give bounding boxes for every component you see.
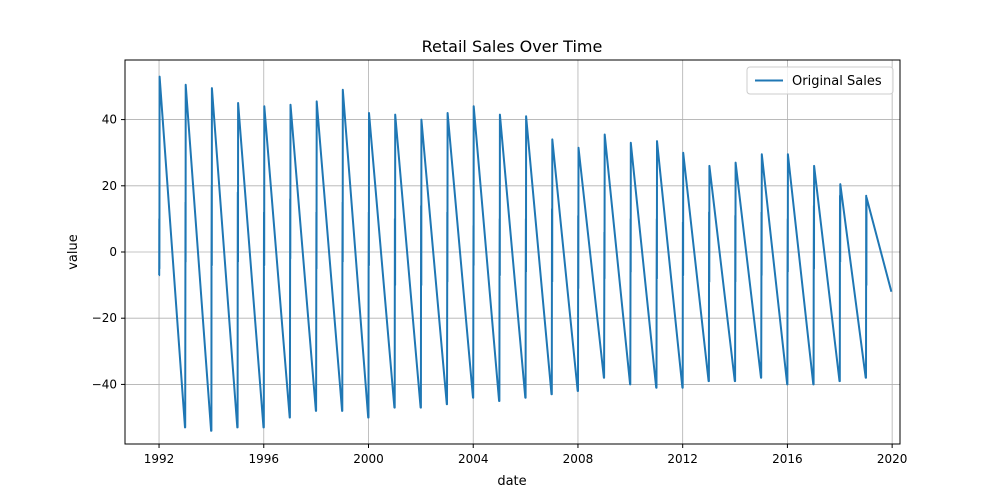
- x-tick-label: 2016: [772, 452, 803, 466]
- x-tick-label: 2020: [877, 452, 908, 466]
- x-tick-label: 2012: [667, 452, 698, 466]
- y-tick-label: 0: [109, 245, 117, 259]
- x-tick-label: 2008: [563, 452, 594, 466]
- x-tick-label: 1992: [144, 452, 175, 466]
- series-layer: [158, 75, 893, 432]
- x-tick-label: 2000: [353, 452, 384, 466]
- axis-ticks: 1992 1996 2000 2004 2008 2012 2016 2020 −40 −20 0 2…: [92, 113, 908, 466]
- legend-label-original-sales: Original Sales: [792, 74, 882, 89]
- legend-box: [746, 66, 894, 95]
- x-tick-label: 2004: [458, 452, 489, 466]
- series-line-original-sales: [158, 75, 893, 432]
- y-axis-label: value: [66, 234, 81, 270]
- legend: Original Sales: [746, 66, 894, 95]
- y-tick-label: 20: [102, 179, 117, 193]
- x-tick-label: 1996: [248, 452, 279, 466]
- y-tick-label: −40: [92, 377, 117, 391]
- x-axis-label: date: [497, 474, 526, 489]
- chart-title: Retail Sales Over Time: [422, 37, 603, 56]
- y-tick-label: −20: [92, 311, 117, 325]
- y-tick-label: 40: [102, 113, 117, 127]
